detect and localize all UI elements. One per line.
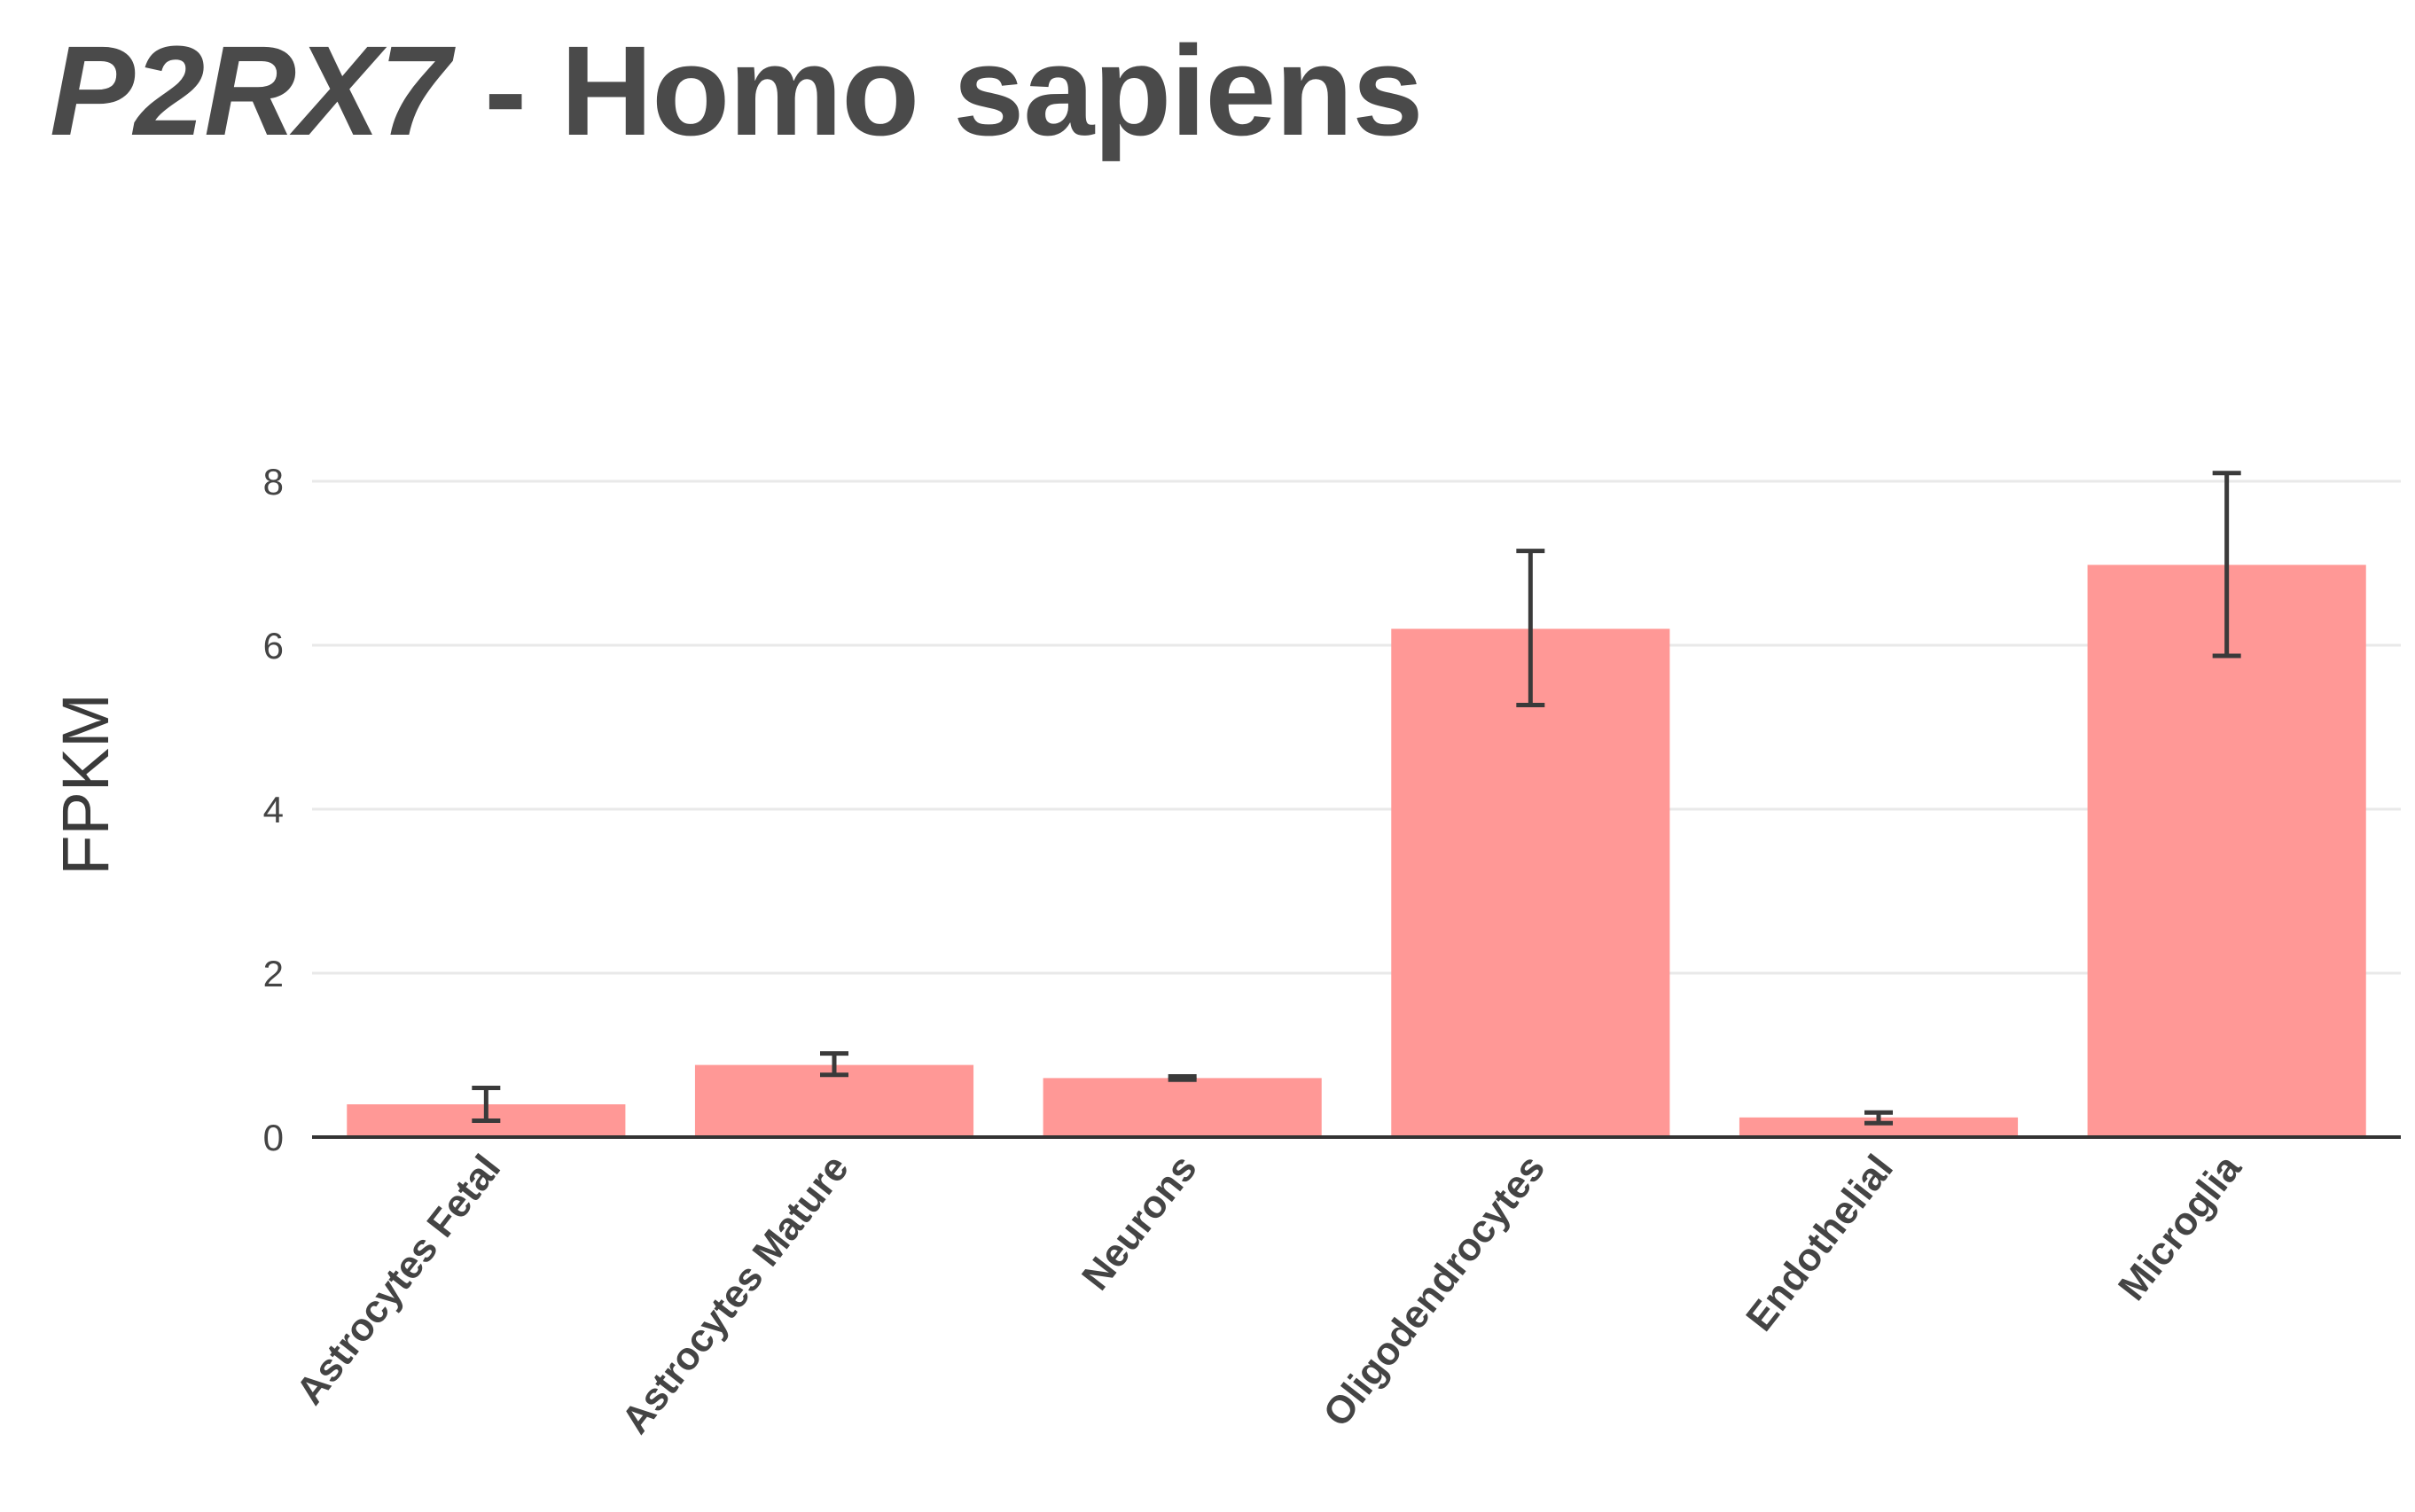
grid-lines: [312, 479, 2401, 975]
x-tick-label: Neurons: [1074, 1147, 1205, 1298]
x-tick-label: Astrocytes Mature: [614, 1147, 857, 1442]
y-axis-title: FPKM: [49, 693, 122, 876]
error-bar: [472, 1086, 501, 1123]
y-tick-label: 4: [263, 789, 284, 830]
y-tick-label: 2: [263, 953, 284, 994]
species-label: - Homo sapiens: [449, 19, 1423, 162]
error-bar: [820, 1051, 848, 1078]
x-tick-label: Endothelial: [1738, 1147, 1902, 1339]
bar: [1391, 628, 1670, 1137]
y-tick-label: 8: [263, 461, 284, 503]
bar: [2087, 565, 2366, 1137]
x-tick-label: Microglia: [2110, 1147, 2250, 1309]
error-bar: [1168, 1074, 1197, 1082]
x-tick-label: Oligodendrocytes: [1315, 1147, 1553, 1435]
gene-name: P2RX7: [50, 19, 450, 162]
error-bar: [2212, 471, 2241, 659]
x-tick-label: Astrocytes Fetal: [288, 1147, 509, 1413]
bars: [347, 565, 2366, 1137]
error-bars: [472, 471, 2241, 1126]
error-bar: [1864, 1110, 1893, 1126]
bar: [1043, 1078, 1322, 1137]
bar: [1739, 1117, 2019, 1137]
error-bar: [1516, 549, 1545, 708]
y-tick-label: 0: [263, 1117, 284, 1158]
x-tick-labels: Astrocytes Fetal Astrocytes Mature Neurons…: [288, 1147, 2250, 1442]
y-tick-label: 6: [263, 625, 284, 666]
page-title: P2RX7 - Homo sapiens: [50, 18, 1423, 165]
y-tick-labels: 0 2 4 6 8: [263, 461, 284, 1158]
